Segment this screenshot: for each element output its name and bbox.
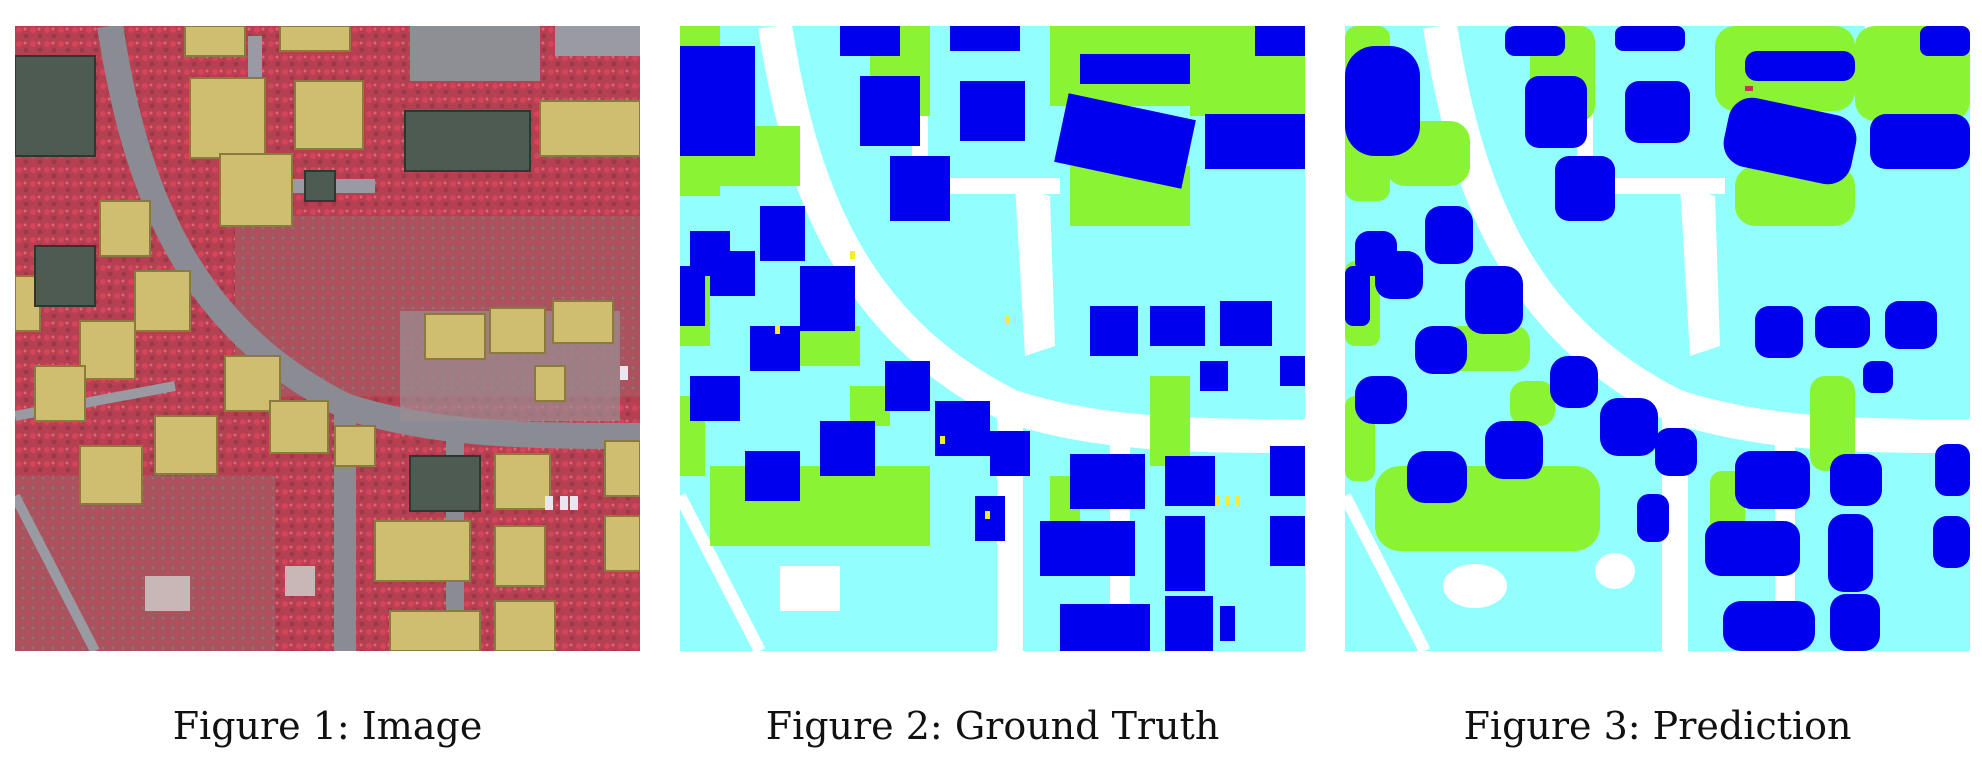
figure-3-caption: Figure 3: Prediction (1463, 704, 1852, 748)
prediction-panel (1345, 26, 1970, 651)
ground-truth-map (680, 26, 1305, 651)
figure-2-caption: Figure 2: Ground Truth (765, 704, 1220, 748)
ground-truth-panel (680, 26, 1305, 651)
aerial-image-panel (15, 26, 640, 651)
prediction-map (1345, 26, 1970, 651)
figure-1-caption: Figure 1: Image (172, 704, 483, 748)
aerial-image (15, 26, 640, 651)
